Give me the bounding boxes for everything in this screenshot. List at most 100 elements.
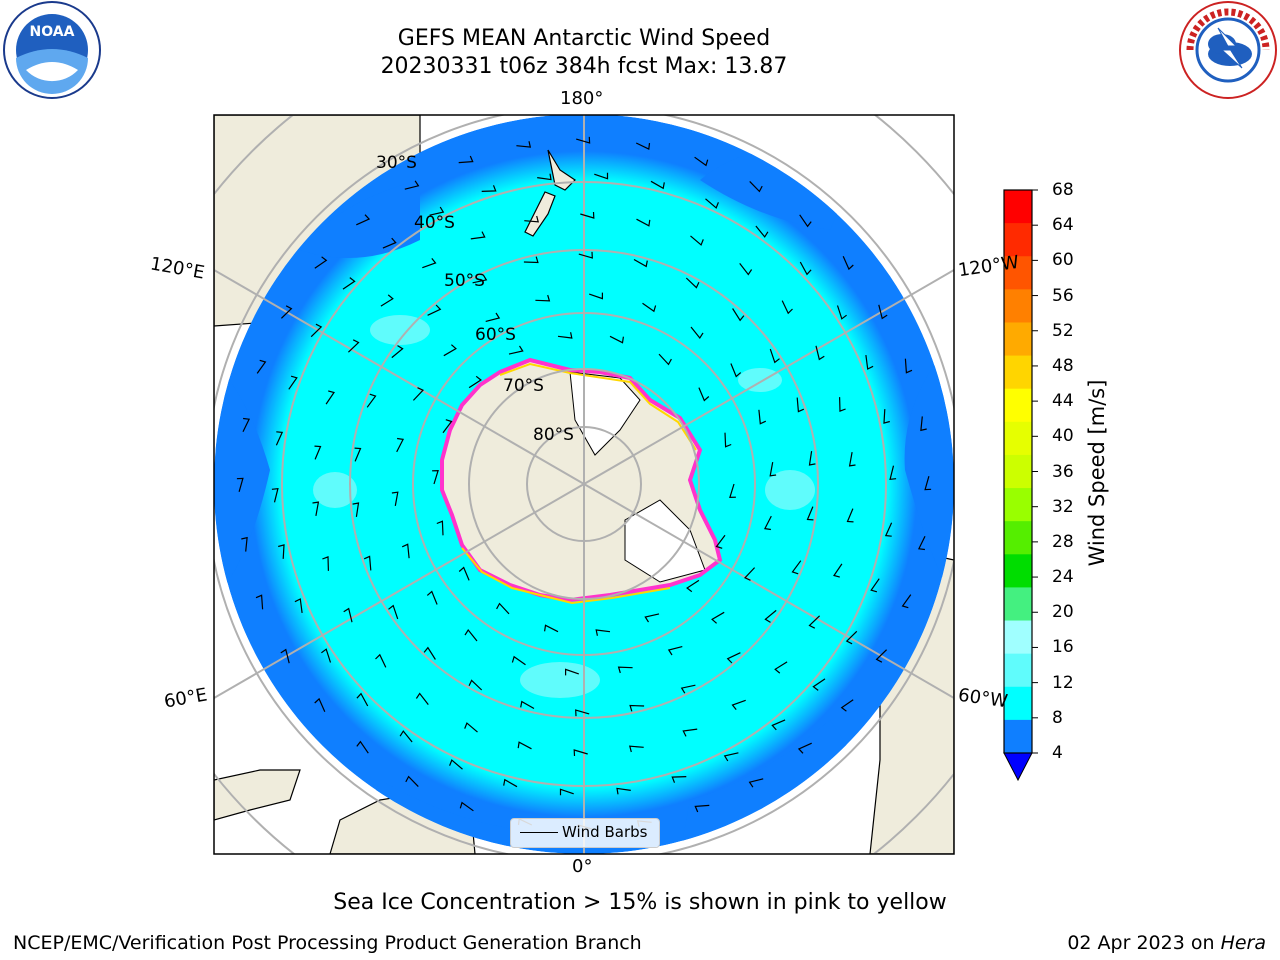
wind-barb bbox=[917, 535, 926, 551]
wind-barb bbox=[314, 445, 322, 460]
map-legend: Wind Barbs bbox=[510, 818, 660, 848]
wind-barb bbox=[815, 345, 825, 361]
wind-barb bbox=[401, 543, 410, 559]
wind-barb bbox=[865, 355, 874, 370]
wind-barb bbox=[511, 655, 526, 666]
wind-barb bbox=[924, 476, 932, 491]
wind-barb bbox=[399, 730, 413, 743]
wind-barb bbox=[312, 501, 320, 517]
wind-barb bbox=[472, 274, 488, 284]
wind-barb bbox=[616, 787, 631, 795]
wind-barb bbox=[517, 741, 532, 750]
colorbar-segment bbox=[1004, 521, 1032, 555]
wind-barb bbox=[690, 235, 704, 246]
wind-barb bbox=[470, 231, 486, 240]
colorbar-tick-label: 44 bbox=[1052, 391, 1074, 412]
wind-barb bbox=[755, 225, 769, 238]
wind-barb bbox=[724, 432, 732, 448]
wind-barb bbox=[458, 155, 474, 164]
wind-barb bbox=[901, 594, 912, 609]
wind-barb bbox=[255, 594, 264, 610]
wind-barb bbox=[278, 544, 285, 559]
wind-barb bbox=[576, 136, 591, 144]
wind-barb bbox=[458, 566, 470, 581]
wind-barb bbox=[667, 646, 683, 656]
wind-barb bbox=[578, 251, 593, 259]
wind-barb bbox=[833, 563, 843, 578]
wind-barb bbox=[422, 258, 437, 269]
lon-label-180: 180° bbox=[560, 88, 604, 109]
wind-barb bbox=[280, 648, 290, 664]
wind-barb bbox=[356, 692, 369, 707]
wind-barb bbox=[310, 323, 323, 338]
wind-barb bbox=[875, 649, 888, 663]
wind-barb bbox=[503, 778, 518, 788]
chart-title: GEFS MEAN Antarctic Wind Speed bbox=[397, 26, 771, 51]
wind-barb bbox=[845, 630, 858, 645]
wind-barb bbox=[580, 211, 595, 219]
wind-barb bbox=[904, 358, 913, 374]
wind-barb bbox=[635, 142, 651, 151]
wind-barb bbox=[423, 646, 436, 660]
wind-barb bbox=[642, 302, 657, 313]
wind-barb bbox=[321, 648, 332, 663]
wind-barb bbox=[731, 699, 746, 710]
chart-subtitle: 20230331 t06z 384h fcst Max: 13.87 bbox=[380, 54, 788, 79]
wind-barb bbox=[388, 604, 399, 620]
footer-date-text: 02 Apr 2023 on bbox=[1067, 932, 1215, 954]
wind-barb bbox=[726, 652, 741, 664]
wind-barb bbox=[806, 506, 814, 521]
wind-barb bbox=[682, 728, 698, 737]
wind-barb bbox=[729, 483, 736, 499]
colorbar-tick-label: 24 bbox=[1052, 567, 1074, 588]
wind-barb bbox=[573, 749, 588, 757]
wind-barb bbox=[464, 722, 478, 733]
wind-barb bbox=[698, 387, 710, 402]
colorbar-tick-label: 16 bbox=[1052, 637, 1074, 658]
wind-barb bbox=[520, 700, 535, 710]
colorbar-segment bbox=[1004, 719, 1032, 754]
wind-barb bbox=[442, 419, 453, 434]
wind-barb bbox=[432, 469, 439, 485]
wind-barb bbox=[356, 214, 371, 226]
wind-barb bbox=[496, 602, 510, 615]
wind-barb bbox=[404, 180, 420, 190]
colorbar-tick-label: 52 bbox=[1052, 320, 1074, 341]
wind-barb bbox=[694, 156, 709, 167]
colorbar-tick-label: 48 bbox=[1052, 355, 1074, 376]
wind-barb bbox=[771, 719, 786, 731]
lat-label-50: 50°S bbox=[444, 271, 485, 291]
wind-barb bbox=[836, 305, 847, 320]
footer-system: Hera bbox=[1220, 932, 1266, 954]
wind-barb bbox=[322, 556, 329, 571]
wind-barb bbox=[427, 304, 442, 316]
legend-line-swatch bbox=[520, 832, 558, 833]
wind-barb bbox=[275, 431, 284, 446]
wind-barb bbox=[314, 256, 328, 269]
wind-barb bbox=[375, 653, 387, 668]
wind-barb bbox=[690, 326, 704, 340]
lat-label-70: 70°S bbox=[503, 376, 544, 396]
wind-barb bbox=[391, 491, 399, 507]
wind-barb bbox=[842, 256, 854, 271]
wind-barb bbox=[485, 312, 501, 322]
wind-barb bbox=[396, 437, 405, 453]
wind-barb bbox=[799, 261, 812, 276]
colorbar-extend-arrow bbox=[1003, 752, 1033, 782]
wind-barb bbox=[449, 759, 463, 770]
wind-barb bbox=[415, 692, 429, 705]
wind-barb bbox=[617, 666, 633, 674]
wind-barb bbox=[412, 387, 425, 401]
wind-barb bbox=[884, 522, 893, 537]
wind-barb bbox=[715, 534, 726, 549]
wind-barb bbox=[342, 277, 356, 290]
wind-barb bbox=[650, 180, 665, 190]
wind-barb bbox=[557, 332, 573, 339]
wind-barb bbox=[288, 375, 298, 390]
wind-barb bbox=[723, 752, 739, 762]
wind-barb bbox=[799, 214, 812, 228]
wind-barb bbox=[535, 294, 551, 302]
wind-barb bbox=[686, 579, 700, 593]
colorbar-tick-label: 60 bbox=[1052, 250, 1074, 271]
